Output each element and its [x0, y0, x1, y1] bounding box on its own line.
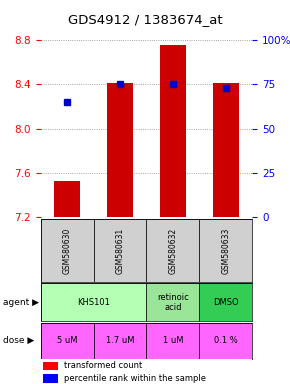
Text: GSM580631: GSM580631: [115, 227, 124, 274]
Text: transformed count: transformed count: [64, 361, 142, 370]
Bar: [200, 323, 252, 359]
Bar: [93, 219, 146, 282]
Text: agent ▶: agent ▶: [3, 298, 39, 307]
Bar: [54, 180, 80, 217]
Bar: [93, 323, 146, 359]
Text: GSM580632: GSM580632: [168, 227, 177, 274]
Bar: [107, 83, 133, 217]
Text: 5 uM: 5 uM: [57, 336, 77, 345]
Bar: [213, 83, 239, 217]
Text: percentile rank within the sample: percentile rank within the sample: [64, 374, 206, 383]
Text: 1.7 uM: 1.7 uM: [106, 336, 134, 345]
Text: DMSO: DMSO: [213, 298, 239, 307]
Text: retinoic
acid: retinoic acid: [157, 293, 189, 312]
Text: GDS4912 / 1383674_at: GDS4912 / 1383674_at: [68, 13, 222, 26]
Bar: [200, 219, 252, 282]
Text: 0.1 %: 0.1 %: [214, 336, 238, 345]
Bar: [41, 323, 93, 359]
Text: 1 uM: 1 uM: [163, 336, 183, 345]
Bar: [146, 283, 200, 321]
Bar: [200, 283, 252, 321]
Bar: [146, 323, 200, 359]
Text: KHS101: KHS101: [77, 298, 110, 307]
Bar: [160, 45, 186, 217]
Bar: [146, 219, 200, 282]
Text: GSM580633: GSM580633: [221, 227, 230, 274]
Bar: [43, 374, 57, 383]
Bar: [41, 219, 93, 282]
Bar: [41, 283, 146, 321]
Text: dose ▶: dose ▶: [3, 336, 34, 345]
Bar: [43, 362, 57, 370]
Text: GSM580630: GSM580630: [63, 227, 72, 274]
